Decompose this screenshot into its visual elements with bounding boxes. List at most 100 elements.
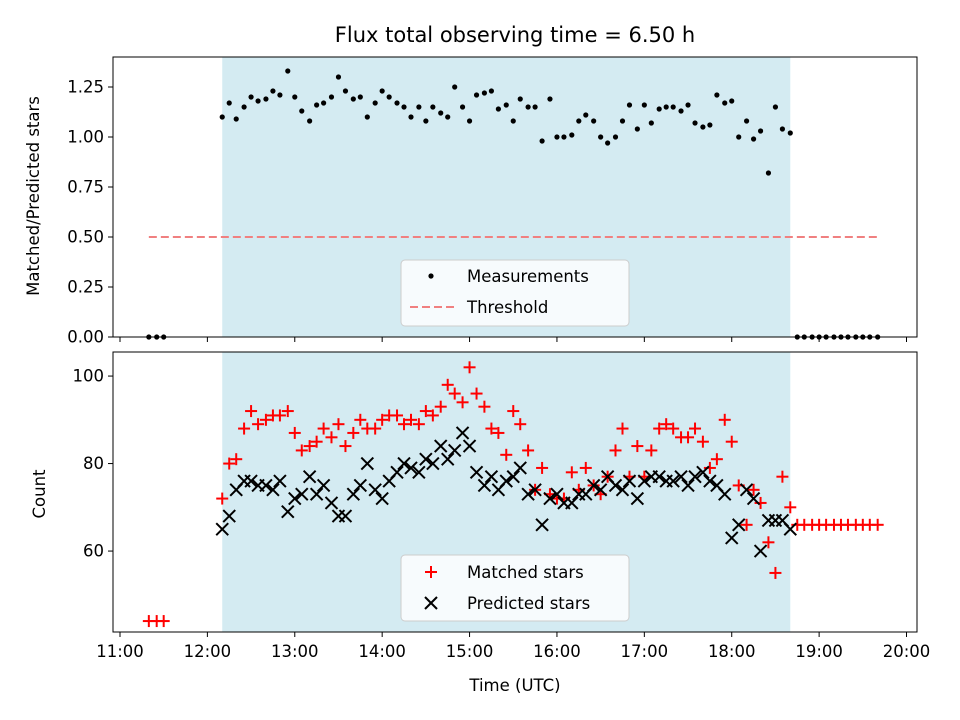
predicted-star-point [215, 522, 229, 536]
matched-star-point [609, 444, 622, 457]
measurement-point [561, 134, 567, 140]
matched-star-point [426, 409, 439, 422]
matched-star-point [579, 461, 592, 474]
predicted-star-point [316, 478, 331, 493]
predicted-star-point [390, 465, 404, 480]
predicted-star-point [360, 456, 375, 471]
measurement-point [386, 94, 392, 100]
matched-star-point [784, 501, 797, 514]
predicted-star-point [426, 456, 440, 471]
measurement-point [678, 108, 684, 114]
measurement-point [357, 94, 363, 100]
time-x-axis-label: Time (UTC) [468, 676, 560, 695]
predicted-star-point [302, 469, 317, 484]
x-tick-label: 18:00 [708, 642, 756, 661]
time-x-ticks: 11:00 12:00 13:00 14:00 15:00 16:00 17:00 18:00… [96, 632, 930, 661]
y-tick-label: 0.00 [67, 328, 104, 347]
ratio-x-ticks [119, 337, 908, 342]
matched-star-point [776, 470, 789, 483]
predicted-star-point [455, 426, 470, 440]
measurement-point [219, 114, 225, 120]
measurement-point [532, 104, 538, 110]
chart-title: Flux total observing time = 6.50 h [335, 23, 695, 47]
predicted-star-point [484, 469, 499, 484]
measurement-point [314, 102, 320, 108]
measurement-point [750, 136, 757, 142]
measurement-point [277, 92, 283, 98]
matched-star-point [325, 431, 338, 444]
predicted-star-point [375, 491, 389, 506]
y-tick-label: 1.00 [67, 128, 104, 147]
matched-star-point [434, 400, 447, 413]
predicted-star-point [543, 491, 557, 506]
measurement-point [743, 118, 750, 124]
measurement-point [379, 88, 385, 94]
measurement-point [729, 98, 735, 104]
measurement-point [335, 74, 342, 80]
measurement-point [779, 126, 786, 132]
matched-star-point [725, 435, 738, 448]
measurement-point [547, 96, 553, 102]
measurement-point [408, 114, 414, 120]
matched-star-point [522, 444, 535, 457]
matched-star-point [682, 431, 695, 444]
predicted-star-point [608, 478, 623, 493]
matched-star-point [288, 426, 301, 439]
predicted-star-point [513, 461, 527, 475]
measurement-point [459, 104, 466, 110]
matched-star-point [456, 396, 469, 409]
measurement-point [241, 104, 247, 110]
measurement-point [423, 118, 429, 124]
ratio-panel: 0.00 0.25 0.50 0.75 1.00 1.25 Flux total obse… [24, 23, 918, 347]
measurement-point [255, 98, 261, 104]
matched-star-point [689, 422, 702, 435]
y-tick-label: 0.75 [67, 178, 104, 197]
y-tick-label: 80 [83, 454, 104, 473]
matched-star-point [507, 405, 520, 418]
predicted-star-point [586, 478, 601, 493]
predicted-star-point [652, 469, 666, 484]
matched-star-point [478, 400, 491, 413]
measurement-point [605, 140, 611, 146]
measurement-point [328, 94, 335, 100]
x-tick-label: 13:00 [271, 642, 319, 661]
predicted-star-point [615, 483, 630, 497]
measurement-point [517, 96, 523, 102]
predicted-star-point [412, 465, 426, 480]
predicted-star-point [725, 531, 739, 545]
matched-stars-points [142, 361, 884, 628]
matched-star-point [369, 422, 382, 435]
measurement-point [321, 100, 327, 106]
measurement-point [583, 112, 589, 118]
measurement-point [641, 102, 647, 108]
matched-star-point [470, 387, 483, 400]
matched-star-point [441, 378, 454, 391]
measurement-point [226, 100, 232, 106]
matched-star-point [317, 422, 330, 435]
predicted-star-point [521, 487, 535, 501]
ratio-panel-frame [112, 56, 918, 338]
y-tick-label: 0.25 [67, 278, 104, 297]
x-tick-label: 12:00 [184, 642, 232, 661]
matched-star-point [303, 440, 316, 453]
predicted-star-point [244, 474, 258, 488]
measurement-point [626, 102, 633, 108]
measurement-point [736, 134, 742, 140]
predicted-star-point [404, 461, 418, 475]
count-legend: Matched stars Predicted stars [400, 554, 630, 622]
legend-matched-marker [425, 566, 437, 578]
matched-star-point [485, 422, 498, 435]
x-tick-label: 15:00 [446, 642, 494, 661]
matched-star-point [667, 422, 680, 435]
matched-star-point [448, 387, 461, 400]
count-panel-frame [112, 351, 918, 633]
predicted-star-point [288, 491, 302, 506]
measurement-point [576, 118, 582, 124]
measurement-point [525, 104, 531, 110]
matched-star-point [347, 426, 360, 439]
legend-predicted-label: Predicted stars [467, 594, 590, 613]
measurement-point [503, 102, 509, 108]
y-tick-label: 100 [73, 367, 105, 386]
matched-star-point [500, 448, 513, 461]
predicted-star-point [718, 487, 732, 501]
